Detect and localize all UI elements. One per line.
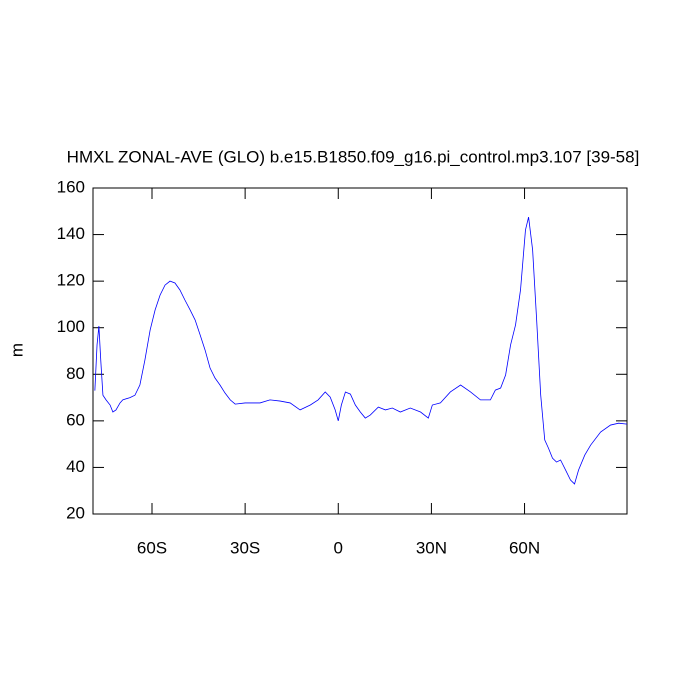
y-tick-label: 120	[57, 271, 85, 290]
y-tick-label: 80	[66, 364, 85, 383]
x-tick-label: 0	[334, 538, 343, 557]
x-tick-label: 30N	[416, 538, 447, 557]
x-tick-label: 60N	[509, 538, 540, 557]
plot-frame	[92, 187, 628, 515]
x-tick-label: 30S	[230, 538, 260, 557]
y-tick-label: 20	[66, 503, 85, 522]
y-axis-label: m	[7, 343, 26, 357]
data-line	[94, 217, 628, 485]
y-tick-label: 160	[57, 177, 85, 196]
x-tick-label: 60S	[137, 538, 167, 557]
y-tick-label: 140	[57, 224, 85, 243]
y-tick-label: 100	[57, 317, 85, 336]
chart-title: HMXL ZONAL-AVE (GLO) b.e15.B1850.f09_g16…	[67, 147, 640, 166]
y-tick-label: 40	[66, 457, 85, 476]
y-tick-label: 60	[66, 410, 85, 429]
